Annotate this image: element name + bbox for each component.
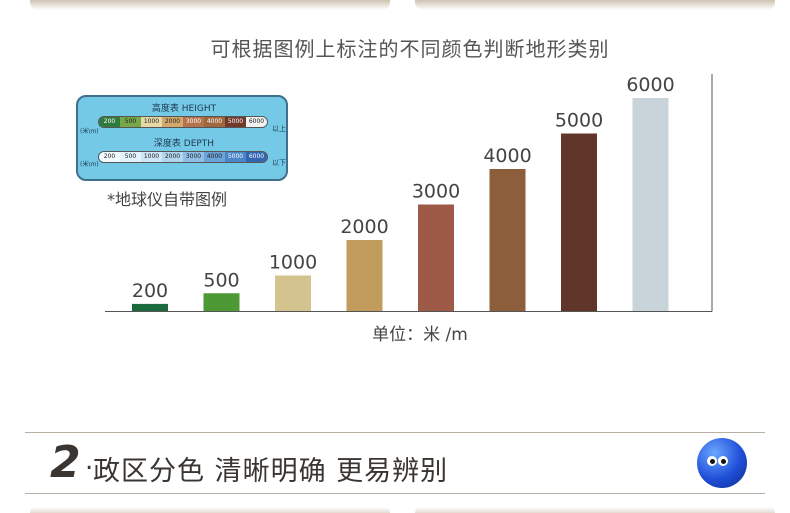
bar-6000 xyxy=(632,98,669,311)
value-label-2000: 2000 xyxy=(340,216,388,238)
depth-swatch: 4000 xyxy=(204,152,225,162)
bar-200 xyxy=(132,303,168,311)
depth-swatch: 500 xyxy=(120,152,141,162)
value-label-5000: 5000 xyxy=(555,110,603,132)
depth-swatch: 6000 xyxy=(246,152,267,162)
depth-legend-strip: 200 500 1000 2000 3000 4000 5000 6000 xyxy=(98,151,268,163)
depth-below-note: 以下 xyxy=(272,159,286,167)
bar-1000 xyxy=(275,275,311,311)
height-swatch: 6000 xyxy=(246,117,267,127)
bar-2000 xyxy=(346,240,383,311)
bottom-panel-shadow-right xyxy=(415,507,775,513)
section-number: 2 xyxy=(50,437,81,488)
height-swatch: 5000 xyxy=(225,117,246,127)
depth-swatch: 3000 xyxy=(183,152,204,162)
bar-500 xyxy=(203,293,240,311)
height-swatch: 3000 xyxy=(183,117,204,127)
unit-label: 单位：米 /m xyxy=(372,325,468,345)
section-title: 政区分色 清晰明确 更易辨别 xyxy=(93,456,449,487)
height-swatch: 1000 xyxy=(141,117,162,127)
height-legend-strip: 200 500 1000 2000 3000 4000 5000 6000 xyxy=(98,116,268,128)
bars-layer xyxy=(132,98,669,311)
height-legend-unit: (米\m) xyxy=(80,128,99,135)
depth-swatch: 5000 xyxy=(225,152,246,162)
bar-5000 xyxy=(561,133,597,311)
top-panel-shadow-left xyxy=(30,0,390,10)
bar-4000 xyxy=(489,169,526,311)
height-above-note: 以上 xyxy=(272,125,286,133)
depth-legend-unit: (米\m) xyxy=(80,161,99,168)
chart-title: 可根据图例上标注的不同颜色判断地形类别 xyxy=(210,37,610,61)
bottom-panel-shadow-left xyxy=(30,507,390,513)
section-number-dot: . xyxy=(85,446,94,476)
height-swatch: 2000 xyxy=(162,117,183,127)
depth-legend-label: 深度表 DEPTH xyxy=(153,139,215,149)
value-label-500: 500 xyxy=(203,269,239,291)
top-panel-shadow-right xyxy=(415,0,775,10)
depth-swatch: 200 xyxy=(99,152,120,162)
legend-caption: *地球仪自带图例 xyxy=(107,190,228,209)
mascot-left-eye xyxy=(707,456,717,466)
value-label-6000: 6000 xyxy=(626,74,674,96)
height-swatch: 200 xyxy=(99,117,120,127)
height-swatch: 4000 xyxy=(204,117,225,127)
height-swatch: 500 xyxy=(120,117,141,127)
value-label-4000: 4000 xyxy=(483,145,531,167)
value-label-1000: 1000 xyxy=(269,252,317,274)
bar-3000 xyxy=(418,204,454,311)
section-header: 2 . 政区分色 清晰明确 更易辨别 xyxy=(25,432,765,494)
depth-swatch: 1000 xyxy=(141,152,162,162)
value-label-3000: 3000 xyxy=(412,181,460,203)
globe-legend-image: 高度表 HEIGHT (米\m) 200 500 1000 2000 3000 … xyxy=(76,95,288,181)
height-legend-label: 高度表 HEIGHT xyxy=(151,104,217,114)
depth-swatch: 2000 xyxy=(162,152,183,162)
globe-mascot-icon xyxy=(697,438,747,488)
mascot-right-eye xyxy=(718,456,728,466)
value-label-200: 200 xyxy=(132,280,168,302)
